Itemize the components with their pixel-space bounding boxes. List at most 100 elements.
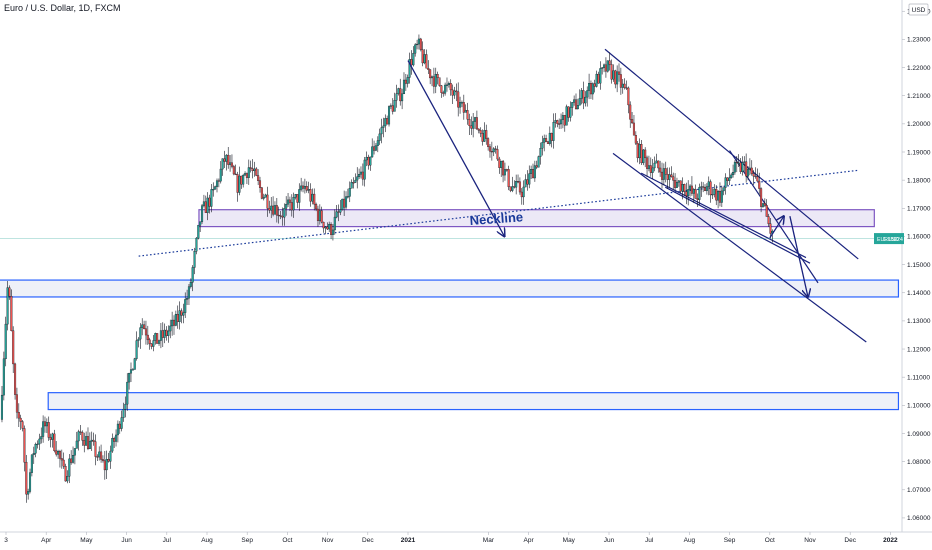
candle-102	[191, 265, 194, 292]
candle-113	[212, 182, 215, 197]
candle-166	[311, 188, 314, 205]
candle-body	[485, 130, 488, 139]
candle-body	[313, 193, 316, 205]
candle-body	[681, 184, 684, 192]
candle-26	[49, 433, 52, 448]
x-tick-label-14: Jun	[604, 537, 615, 544]
candle-body	[348, 188, 351, 197]
candle-344	[644, 147, 647, 168]
candle-body	[406, 77, 409, 84]
candle-body	[401, 93, 404, 102]
candle-body	[217, 180, 220, 182]
candle-173	[324, 225, 327, 235]
x-tick-label-7: Oct	[282, 537, 292, 544]
candle-365	[683, 183, 686, 196]
candle-body	[0, 394, 4, 420]
candle-body	[305, 186, 308, 191]
candle-224	[419, 37, 422, 52]
candle-24	[45, 418, 48, 433]
candle-body	[94, 441, 97, 457]
candle-71	[133, 357, 136, 370]
candle-19	[36, 440, 39, 449]
candle-55	[103, 450, 106, 480]
candle-body	[275, 205, 278, 216]
candle-296	[554, 113, 557, 128]
y-tick-label-15: 1.21000	[907, 93, 931, 100]
candle-218	[408, 52, 411, 84]
candle-body	[187, 286, 190, 299]
candle-139	[260, 187, 263, 200]
candle-223	[417, 34, 420, 50]
candle-body	[444, 84, 447, 94]
candle-body	[511, 186, 514, 191]
candle-body	[172, 319, 176, 326]
candle-body	[644, 149, 647, 159]
candle-257	[481, 129, 484, 146]
candle-body	[260, 187, 263, 199]
x-tick-label-10: 2021	[401, 537, 416, 544]
candle-95	[178, 301, 181, 330]
candle-body	[586, 90, 589, 98]
candle-129	[242, 173, 245, 188]
candle-body	[573, 99, 576, 103]
candle-246	[460, 100, 463, 108]
candle-body	[603, 64, 606, 68]
candle-165	[309, 183, 312, 207]
candle-215	[402, 72, 406, 95]
candle-body	[655, 160, 658, 164]
candle-177	[331, 223, 334, 241]
candle-body	[715, 188, 718, 201]
candle-body	[625, 87, 628, 89]
candle-340	[636, 141, 639, 163]
x-tick-label-18: Oct	[765, 537, 775, 544]
candle-205	[384, 114, 387, 133]
candle-body	[81, 432, 84, 441]
price-tag-symbol: EURUSD	[877, 237, 899, 243]
candle-69	[129, 362, 133, 382]
candle-266	[498, 156, 501, 174]
candle-255	[477, 128, 480, 134]
candle-body	[268, 208, 271, 211]
candle-379	[709, 179, 712, 203]
candle-body	[610, 64, 613, 80]
candle-body	[163, 329, 166, 338]
wedge-top	[729, 150, 819, 284]
zones-layer	[0, 209, 900, 411]
candle-body	[479, 130, 482, 134]
candle-214	[401, 88, 404, 110]
candle-158	[296, 194, 299, 209]
candle-body	[466, 110, 469, 120]
candle-body	[515, 181, 518, 188]
candle-body	[588, 83, 591, 91]
candle-82	[154, 332, 157, 345]
candle-338	[632, 114, 635, 136]
candle-16	[30, 454, 33, 477]
candle-body	[266, 194, 269, 209]
candle-212	[397, 87, 400, 96]
candle-12	[23, 425, 26, 472]
candle-292	[546, 140, 549, 144]
candle-377	[705, 183, 708, 195]
candle-233	[436, 71, 439, 85]
candle-body	[148, 339, 151, 345]
candle-body	[728, 177, 731, 181]
candle-285	[533, 160, 536, 182]
candle-body	[492, 148, 495, 153]
candle-body	[126, 381, 129, 405]
candle-body	[180, 310, 183, 316]
candle-271	[507, 165, 510, 191]
candle-314	[588, 73, 591, 100]
x-tick-label-11: Mar	[483, 537, 495, 544]
candle-149	[279, 211, 282, 220]
candle-body	[262, 196, 265, 199]
candle-body	[184, 299, 187, 313]
trendlines-layer	[0, 48, 902, 343]
candle-213	[399, 78, 402, 106]
candle-259	[485, 124, 488, 145]
candle-body	[8, 287, 11, 297]
candle-348	[651, 158, 654, 179]
candle-36	[68, 454, 71, 484]
candle-body	[352, 182, 355, 184]
